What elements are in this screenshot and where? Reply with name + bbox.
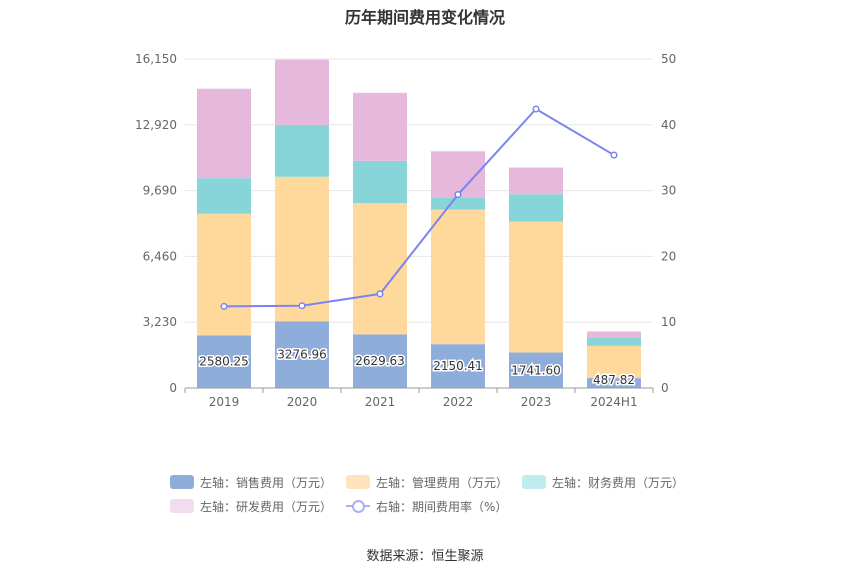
bar-segment bbox=[353, 160, 407, 204]
legend-swatch-admin bbox=[346, 475, 371, 489]
y-right-tick-label: 0 bbox=[661, 381, 669, 395]
legend-label-finance: 左轴：财务费用（万元） bbox=[552, 475, 685, 490]
legend: 左轴：销售费用（万元） 左轴：管理费用（万元） 左轴：财务费用（万元） 左轴：研… bbox=[170, 470, 690, 518]
rate-line bbox=[220, 105, 618, 310]
rate-point bbox=[454, 190, 462, 199]
y-left-tick-label: 12,920 bbox=[135, 118, 177, 132]
chart-canvas: 2580.25 3276.96 2629.63 2150.41 1741.60 487.8… bbox=[135, 52, 676, 409]
bar-segment bbox=[431, 209, 485, 345]
y-left-tick-label: 6,460 bbox=[143, 249, 177, 263]
bar-segment bbox=[197, 213, 251, 336]
bar-value-label: 2150.41 bbox=[433, 359, 483, 373]
y-right-tick-label: 10 bbox=[661, 315, 676, 329]
rate-point bbox=[298, 302, 306, 310]
bar-value-label: 1741.60 bbox=[511, 363, 561, 377]
y-left-tick-label: 9,690 bbox=[143, 184, 177, 198]
bar-segment bbox=[275, 176, 329, 322]
legend-item-finance[interactable]: 左轴：财务费用（万元） bbox=[522, 474, 684, 491]
chart-title: 历年期间费用变化情况 bbox=[344, 8, 505, 27]
bar-segment bbox=[587, 331, 641, 338]
bar-value-label: 3276.96 bbox=[277, 348, 327, 362]
bar-segment bbox=[587, 345, 641, 379]
bar-segment bbox=[587, 337, 641, 346]
bar-segment bbox=[353, 92, 407, 161]
bar-segment bbox=[197, 178, 251, 214]
bar-segment bbox=[587, 378, 641, 388]
bar-segment bbox=[353, 203, 407, 335]
bar-segment bbox=[275, 124, 329, 177]
bar-segment bbox=[431, 197, 485, 210]
legend-label-sales: 左轴：销售费用（万元） bbox=[200, 475, 333, 490]
data-labels: 2580.25 3276.96 2629.63 2150.41 1741.60 487.8… bbox=[198, 346, 637, 388]
data-source: 数据来源：恒生聚源 bbox=[366, 549, 484, 564]
y-left-tick-label: 3,230 bbox=[143, 315, 177, 329]
legend-label-admin: 左轴：管理费用（万元） bbox=[376, 475, 509, 490]
bars bbox=[197, 59, 641, 388]
x-tick-label: 2023 bbox=[521, 395, 552, 409]
legend-label-rnd: 左轴：研发费用（万元） bbox=[200, 499, 333, 514]
bar-segment bbox=[431, 344, 485, 388]
bar-value-label: 2580.25 bbox=[199, 355, 249, 369]
legend-item-sales[interactable]: 左轴：销售费用（万元） bbox=[170, 474, 332, 491]
bar-segment bbox=[509, 352, 563, 388]
bar-segment bbox=[509, 167, 563, 195]
legend-swatch-rnd bbox=[170, 499, 194, 513]
rate-point bbox=[220, 302, 228, 310]
rate-point bbox=[532, 105, 540, 113]
x-tick-label: 2022 bbox=[443, 395, 474, 409]
y-right-tick-label: 30 bbox=[661, 184, 676, 198]
x-tick-label: 2019 bbox=[209, 395, 240, 409]
rate-polyline bbox=[223, 107, 615, 308]
bar-segment bbox=[197, 335, 251, 388]
legend-swatch-finance bbox=[522, 475, 547, 489]
legend-item-rate[interactable]: 右轴：期间费用率（%） bbox=[346, 498, 507, 515]
legend-item-rnd[interactable]: 左轴：研发费用（万元） bbox=[170, 498, 332, 515]
bar-segment bbox=[509, 194, 563, 222]
y-left-tick-label: 16,150 bbox=[135, 52, 177, 66]
legend-swatch-sales bbox=[170, 475, 194, 489]
legend-item-admin[interactable]: 左轴：管理费用（万元） bbox=[346, 474, 508, 491]
bar-segment bbox=[275, 59, 329, 125]
y-right-tick-label: 20 bbox=[661, 249, 676, 263]
legend-swatch-rate bbox=[346, 499, 371, 513]
grid-lines bbox=[185, 58, 653, 323]
rate-point bbox=[376, 290, 384, 298]
x-tick-label: 2021 bbox=[365, 395, 396, 409]
y-left-tick-label: 0 bbox=[169, 381, 177, 395]
bar-segment bbox=[197, 88, 251, 179]
bar-segment bbox=[509, 221, 563, 353]
legend-label-rate: 右轴：期间费用率（%） bbox=[376, 499, 508, 514]
rate-point bbox=[610, 151, 618, 159]
y-right-tick-label: 40 bbox=[661, 118, 676, 132]
y-right-tick-label: 50 bbox=[661, 52, 676, 66]
bar-value-label: 487.82 bbox=[593, 373, 635, 387]
x-tick-label: 2020 bbox=[287, 395, 318, 409]
axes: 0 0 3,230 10 6,460 20 9,690 30 12,920 40 16,150 50 2… bbox=[135, 52, 676, 409]
x-tick-label: 2024H1 bbox=[590, 395, 637, 409]
bar-segment bbox=[275, 321, 329, 388]
bar-segment bbox=[353, 334, 407, 388]
bar-value-label: 2629.63 bbox=[355, 354, 405, 368]
